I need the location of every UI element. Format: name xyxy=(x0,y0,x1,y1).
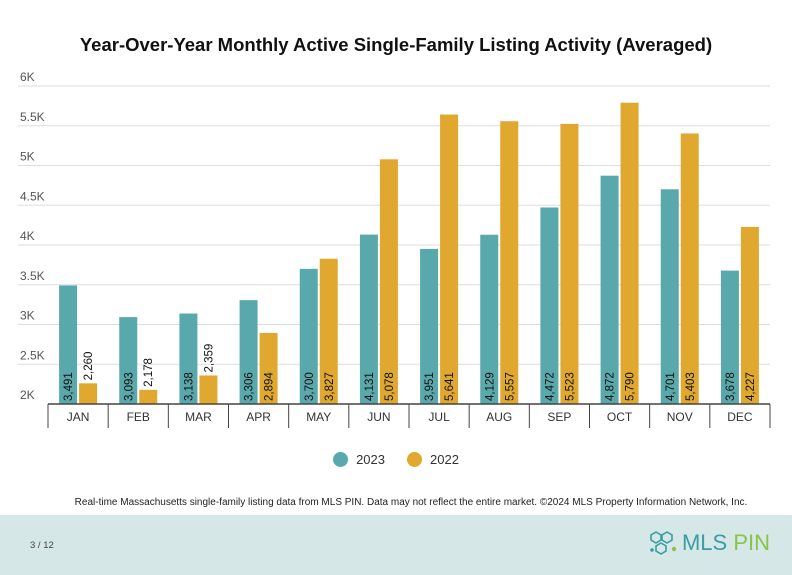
y-tick-label: 3K xyxy=(20,309,35,323)
x-tick-label: NOV xyxy=(667,410,693,424)
bar-2023-aug xyxy=(480,234,499,404)
bar-2023-apr xyxy=(239,300,258,404)
data-label-2022-dec: 4,227 xyxy=(745,372,757,401)
bar-2023-jan xyxy=(59,285,78,404)
x-tick-label: OCT xyxy=(607,410,633,424)
bar-2022-sep xyxy=(560,123,579,404)
y-tick-label: 2K xyxy=(20,388,35,402)
data-label-2023-nov: 4,701 xyxy=(665,372,677,401)
x-tick-label: AUG xyxy=(486,410,512,424)
data-label-2022-sep: 5,523 xyxy=(564,372,576,401)
chart-title: Year-Over-Year Monthly Active Single-Fam… xyxy=(79,34,713,55)
y-tick-label: 6K xyxy=(20,70,35,84)
bar-2023-sep xyxy=(540,207,559,404)
data-label-2023-mar: 3,138 xyxy=(183,372,195,401)
footer-bar: 3 / 12 MLS PIN xyxy=(0,515,792,575)
data-label-2023-apr: 3,306 xyxy=(244,372,256,401)
bar-2023-jun xyxy=(359,234,378,404)
x-tick-label: SEP xyxy=(547,410,571,424)
legend-swatch-2023 xyxy=(333,452,349,467)
legend-item-2023: 2023 xyxy=(333,452,385,467)
x-tick-label: DEC xyxy=(727,410,753,424)
bar-chart: 2K 2.5K 3K 3.5K 4K 4.5K 5K 5.5K 6K 3,491 2,260 3,0… xyxy=(18,70,771,428)
y-axis: 2K 2.5K 3K 3.5K 4K 4.5K 5K 5.5K 6K xyxy=(20,70,45,402)
bar-2023-mar xyxy=(179,313,198,404)
data-label-2023-oct: 4,872 xyxy=(605,372,617,401)
data-label-2022-jun: 5,078 xyxy=(384,372,396,401)
y-tick-label: 2.5K xyxy=(20,348,45,362)
bar-2023-nov xyxy=(660,189,679,404)
data-label-2022-mar: 2,359 xyxy=(203,344,215,373)
x-tick-label: JUN xyxy=(367,410,390,424)
data-label-2022-feb: 2,178 xyxy=(143,358,155,387)
bar-2022-jul xyxy=(440,114,459,404)
legend-swatch-2022 xyxy=(407,452,422,467)
bar-2023-feb xyxy=(119,317,138,404)
x-axis: JAN FEB MAR APR MAY JUN JUL AUG SEP OCT NOV DEC xyxy=(47,403,771,428)
x-tick-label: JUL xyxy=(428,410,450,424)
bar-2023-may xyxy=(299,268,318,404)
data-label-2022-jul: 5,641 xyxy=(444,372,456,401)
data-label-2023-may: 3,700 xyxy=(304,372,316,401)
bar-2022-apr xyxy=(259,332,278,404)
data-label-2022-may: 3,827 xyxy=(324,372,336,401)
data-label-2022-oct: 5,790 xyxy=(625,372,637,401)
bar-2022-aug xyxy=(500,121,519,404)
x-tick-label: FEB xyxy=(127,410,150,424)
source-note: Real-time Massachusetts single-family li… xyxy=(74,497,748,508)
bar-2022-feb xyxy=(139,389,158,404)
bar-2022-jun xyxy=(379,159,398,404)
x-tick-label: MAR xyxy=(185,410,212,424)
y-tick-label: 4.5K xyxy=(20,189,45,203)
y-tick-label: 4K xyxy=(20,229,35,243)
bar-2022-oct xyxy=(620,102,639,404)
bar-2023-oct xyxy=(600,175,619,404)
network-cluster-icon xyxy=(650,531,677,555)
data-label-2022-aug: 5,557 xyxy=(504,372,516,401)
x-tick-label: APR xyxy=(246,410,271,424)
legend-label-2023: 2023 xyxy=(356,452,385,467)
bar-2022-nov xyxy=(680,133,699,405)
data-label-2022-jan: 2,260 xyxy=(83,352,95,381)
y-tick-label: 3.5K xyxy=(20,269,45,283)
data-label-2023-jan: 3,491 xyxy=(63,372,75,401)
bar-2023-jul xyxy=(420,248,439,404)
data-label-2023-jun: 4,131 xyxy=(364,372,376,401)
bar-2023-dec xyxy=(720,270,739,404)
data-label-2023-jul: 3,951 xyxy=(424,372,436,401)
bar-2022-mar xyxy=(199,375,218,404)
x-tick-label: MAY xyxy=(306,410,331,424)
legend-label-2022: 2022 xyxy=(430,452,459,467)
data-label-2022-nov: 5,403 xyxy=(685,372,697,401)
bar-2022-dec xyxy=(740,226,759,404)
logo-text: MLS PIN xyxy=(681,530,770,555)
y-tick-label: 5.5K xyxy=(20,110,45,124)
y-tick-label: 5K xyxy=(20,150,35,164)
mls-pin-logo: MLS PIN xyxy=(648,529,770,557)
data-label-2023-aug: 4,129 xyxy=(484,372,496,401)
data-label-2023-sep: 4,472 xyxy=(544,372,556,401)
bar-2022-may xyxy=(319,258,338,404)
bar-2022-jan xyxy=(79,383,98,404)
data-label-2023-dec: 3,678 xyxy=(725,372,737,401)
page-number: 3 / 12 xyxy=(30,540,54,551)
legend: 2023 2022 xyxy=(0,452,792,467)
bar-series: 3,491 2,260 3,093 2,178 3,138 2,359 3,306 2,894… xyxy=(59,102,759,405)
data-label-2023-feb: 3,093 xyxy=(123,372,135,401)
legend-item-2022: 2022 xyxy=(407,452,459,467)
x-tick-label: JAN xyxy=(67,410,90,424)
data-label-2022-apr: 2,894 xyxy=(264,372,276,401)
